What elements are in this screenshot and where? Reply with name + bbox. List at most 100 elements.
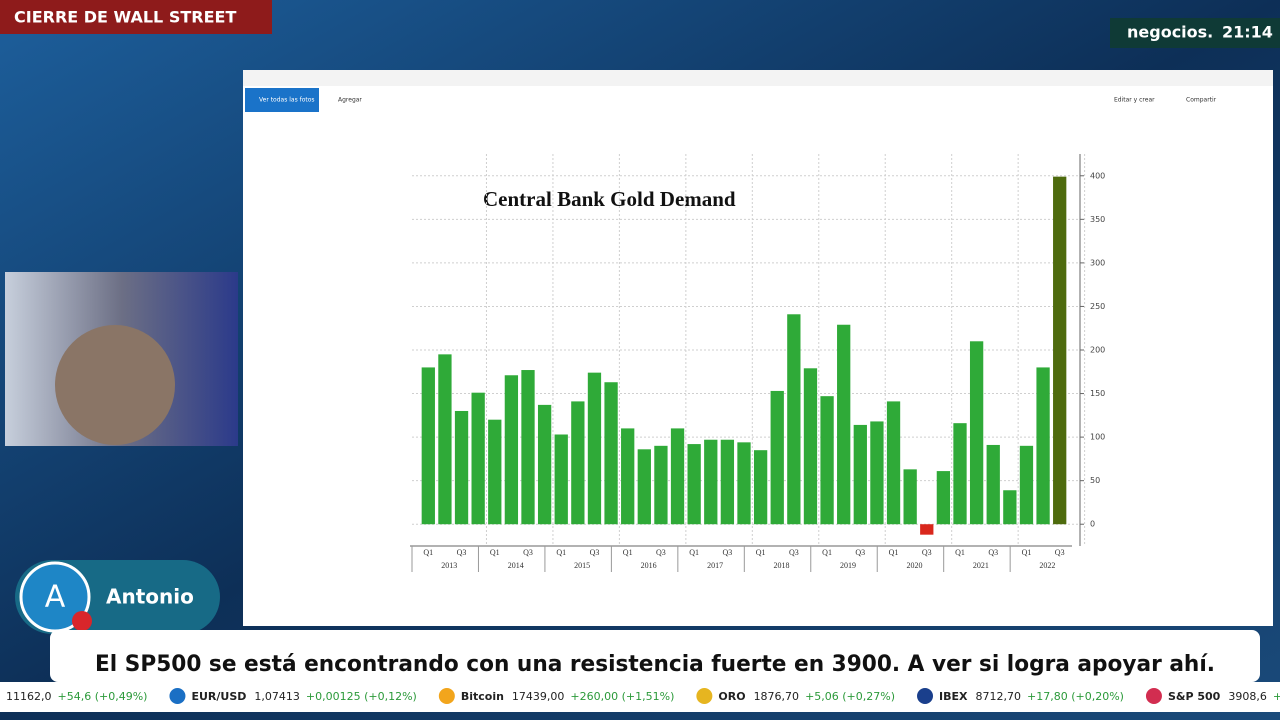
ticker-change: +0,00125 (+0,12%)	[306, 690, 417, 703]
channel-banner	[1110, 18, 1280, 48]
y-tick-label: 0	[1090, 520, 1095, 529]
x-tick-label: Q1	[889, 548, 899, 557]
x-year-label: 2018	[774, 561, 790, 570]
bar	[471, 392, 485, 525]
ticker-icon	[1145, 688, 1162, 704]
bar	[521, 370, 535, 525]
ticker-price: 1,07413	[254, 690, 300, 703]
x-tick-label: Q3	[922, 548, 932, 557]
viewer-button	[245, 88, 319, 112]
x-year-label: 2013	[441, 561, 457, 570]
x-year-label: 2019	[840, 561, 856, 570]
bar	[438, 354, 452, 525]
bar	[704, 439, 718, 525]
x-tick-label: Q3	[988, 548, 998, 557]
bar	[903, 469, 917, 525]
presenter-figure	[55, 325, 175, 445]
bar	[1019, 445, 1034, 525]
ticker-name: ORO	[718, 690, 745, 703]
x-tick-label: Q1	[689, 548, 699, 557]
bar	[537, 404, 552, 525]
bar	[421, 367, 435, 525]
ticker-price: 17439,00	[512, 690, 565, 703]
x-tick-label: Q1	[423, 548, 433, 557]
bar	[488, 419, 502, 525]
ticker-change: +17,80 (+0,20%)	[1027, 690, 1124, 703]
chart-title: Central Bank Gold Demand	[483, 187, 736, 211]
bar	[787, 314, 801, 525]
bar	[986, 444, 1000, 525]
caption: El SP500 se está encontrando con una res…	[95, 652, 1215, 677]
ticker-icon	[917, 688, 934, 704]
x-tick-label: Q1	[556, 548, 566, 557]
y-tick-label: 350	[1090, 215, 1105, 224]
x-year-label: 2016	[641, 561, 657, 570]
bar	[637, 449, 651, 525]
x-tick-label: Q3	[789, 548, 799, 557]
bar	[737, 442, 751, 525]
ticker-icon	[438, 688, 455, 704]
x-tick-label: Q3	[523, 548, 533, 557]
x-year-label: 2020	[906, 561, 922, 570]
viewer-window	[243, 70, 1273, 626]
bar	[654, 445, 668, 525]
bar	[803, 368, 818, 525]
bar	[953, 423, 967, 525]
ticker-name: Bitcoin	[461, 690, 504, 703]
bar	[604, 382, 618, 525]
ticker-price: 11162,0	[6, 690, 52, 703]
viewer-titlebar	[243, 70, 1273, 86]
bar	[687, 444, 701, 525]
y-tick-label: 400	[1090, 171, 1105, 180]
clock: 21:14	[1222, 23, 1273, 42]
bar	[920, 524, 934, 535]
x-tick-label: Q3	[590, 548, 600, 557]
x-year-label: 2021	[973, 561, 989, 570]
y-tick-label: 200	[1090, 346, 1105, 355]
program-title: CIERRE DE WALL STREET	[14, 8, 236, 27]
ticker-bar	[0, 682, 1280, 712]
toolbar-button: Compartir	[1186, 97, 1217, 104]
bar	[936, 471, 951, 525]
x-tick-label: Q1	[1022, 548, 1032, 557]
avatar-letter: A	[45, 580, 66, 615]
toolbar-button: Ver todas las fotos	[259, 97, 315, 104]
x-year-label: 2017	[707, 561, 723, 570]
ticker-change: +260,00 (+1,51%)	[570, 690, 674, 703]
y-tick-label: 300	[1090, 258, 1105, 267]
bar	[720, 439, 735, 525]
y-tick-label: 250	[1090, 302, 1105, 311]
bar	[1036, 367, 1050, 525]
bar	[886, 401, 901, 525]
channel-name: negocios.	[1127, 23, 1213, 42]
bar	[670, 428, 685, 525]
x-year-label: 2015	[574, 561, 590, 570]
bar	[853, 424, 867, 525]
bar	[504, 375, 519, 525]
bar	[969, 341, 984, 525]
y-tick-label: 150	[1090, 389, 1105, 398]
y-tick-label: 100	[1090, 433, 1105, 442]
ticker-icon	[169, 688, 186, 704]
presenter-name: Antonio	[106, 585, 194, 609]
bar	[554, 434, 568, 525]
bar	[621, 428, 635, 525]
caption-bar	[50, 630, 1260, 682]
x-tick-label: Q1	[623, 548, 633, 557]
x-tick-label: Q1	[756, 548, 766, 557]
bar	[753, 450, 768, 525]
x-year-label: 2022	[1039, 561, 1055, 570]
x-tick-label: Q1	[955, 548, 965, 557]
x-tick-label: Q3	[722, 548, 732, 557]
bar	[820, 396, 834, 525]
bar	[837, 324, 851, 525]
x-tick-label: Q3	[656, 548, 666, 557]
x-tick-label: Q1	[490, 548, 500, 557]
ticker-icon	[696, 688, 713, 704]
ticker-name: IBEX	[939, 690, 968, 703]
ticker-name: S&P 500	[1168, 690, 1221, 703]
ticker-price: 3908,6	[1228, 690, 1267, 703]
bar	[1053, 176, 1067, 525]
